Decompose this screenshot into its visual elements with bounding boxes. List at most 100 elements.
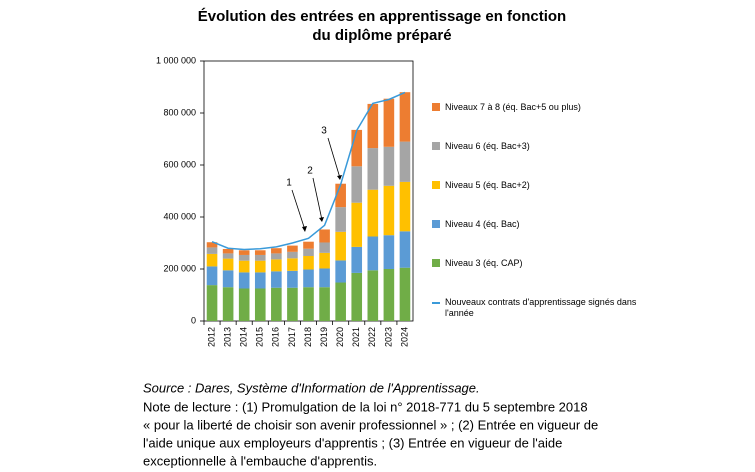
- x-tick-label: 2021: [351, 327, 361, 347]
- arrow: [327, 137, 341, 179]
- note: « pour la liberté de choisir son avenir …: [143, 417, 598, 432]
- bar-segment: [383, 269, 395, 321]
- x-tick-label: 2022: [367, 327, 377, 347]
- bar-segment: [271, 287, 282, 321]
- x-tick-label: 2023: [383, 327, 393, 347]
- bar-segment: [206, 266, 218, 286]
- bar-segment: [254, 254, 266, 261]
- x-tick-label: 2014: [239, 327, 249, 347]
- chart-title: Évolution des entrées en apprentissage e…: [198, 8, 566, 25]
- y-tick-label: 600 000: [163, 159, 196, 169]
- note: exceptionnelle à l'embauche d'apprentis.: [143, 453, 377, 468]
- x-tick-label: 2013: [222, 327, 232, 347]
- legend-swatch: [432, 103, 440, 111]
- bar-segment: [222, 287, 234, 321]
- bar-segment: [399, 141, 411, 182]
- bar-segment: [335, 282, 346, 321]
- bar-segment: [303, 269, 314, 288]
- bar-segment: [351, 202, 363, 247]
- bar-segment: [254, 260, 266, 273]
- note: l'aide unique aux employeurs d'apprentis…: [143, 435, 562, 450]
- bar-segment: [271, 271, 282, 288]
- bar-segment: [335, 231, 346, 261]
- bar-segment: [319, 287, 330, 321]
- bar-segment: [399, 231, 411, 268]
- bar-segment: [287, 258, 298, 271]
- bar-segment: [303, 241, 314, 249]
- bar-segment: [383, 235, 395, 269]
- bar-segment: [287, 251, 298, 259]
- bar-segment: [271, 248, 282, 254]
- bar-segment: [367, 103, 379, 149]
- bar-segment: [367, 148, 379, 190]
- x-tick-label: 2016: [271, 327, 281, 347]
- bar-segment: [399, 267, 411, 321]
- bar-segment: [238, 288, 250, 321]
- bar-segment: [383, 146, 395, 186]
- bar-segment: [319, 268, 330, 288]
- legend-item: Niveaux 7 à 8 (éq. Bac+5 ou plus): [432, 102, 647, 113]
- y-tick-label: 400 000: [163, 211, 196, 221]
- legend-swatch: [432, 259, 440, 267]
- bar-segment: [335, 207, 346, 232]
- bar-segment: [254, 288, 266, 321]
- bar-segment: [206, 247, 218, 254]
- bar-segment: [351, 272, 363, 321]
- note: Note de lecture : (1) Promulgation de la…: [143, 399, 588, 414]
- bar-segment: [238, 260, 250, 273]
- bar-segment: [351, 246, 363, 273]
- legend-item: Niveau 3 (éq. CAP): [432, 258, 647, 269]
- x-tick-label: 2019: [319, 327, 329, 347]
- bar-segment: [399, 92, 411, 142]
- legend-label: Nouveaux contrats d'apprentissage signés…: [445, 297, 637, 318]
- x-tick-label: 2017: [287, 327, 297, 347]
- legend-item: Niveau 5 (éq. Bac+2): [432, 180, 647, 191]
- bar-segment: [319, 252, 330, 269]
- bar-segment: [238, 250, 250, 255]
- y-tick-label: 0: [191, 315, 196, 325]
- bar-segment: [287, 245, 298, 252]
- bar-segment: [287, 270, 298, 288]
- bar-segment: [271, 259, 282, 272]
- x-tick-label: 2024: [399, 327, 409, 347]
- x-tick-label: 2018: [303, 327, 313, 347]
- source: Source : Dares, Système d'Information de…: [143, 380, 480, 395]
- bar-segment: [238, 272, 250, 289]
- bar-segment: [222, 253, 234, 259]
- y-tick-label: 800 000: [163, 107, 196, 117]
- bar-segment: [335, 260, 346, 283]
- bar-segment: [206, 242, 218, 248]
- bar-segment: [206, 285, 218, 321]
- legend-label: Niveaux 7 à 8 (éq. Bac+5 ou plus): [445, 102, 581, 112]
- bar-segment: [254, 272, 266, 289]
- bar-segment: [222, 248, 234, 254]
- arrow: [312, 177, 323, 221]
- legend-label: Niveau 6 (éq. Bac+3): [445, 141, 530, 151]
- y-tick-label: 1 000 000: [156, 55, 196, 65]
- annotation: 1: [286, 178, 292, 189]
- bar-segment: [351, 166, 363, 203]
- bar-segment: [303, 287, 314, 321]
- y-tick-label: 200 000: [163, 263, 196, 273]
- bar-segment: [222, 258, 234, 271]
- arrow: [291, 189, 306, 231]
- arrow-head: [302, 175, 342, 232]
- annotation: 3: [321, 126, 327, 137]
- bar-segment: [399, 181, 411, 232]
- bar-segment: [383, 185, 395, 236]
- legend-swatch: [432, 220, 440, 228]
- legend-item: Niveau 6 (éq. Bac+3): [432, 141, 647, 152]
- bar-segment: [335, 183, 346, 208]
- x-tick-label: 2012: [206, 327, 216, 347]
- bar-segment: [383, 98, 395, 147]
- bar-segment: [271, 253, 282, 260]
- bar-segment: [238, 254, 250, 261]
- bar-segment: [367, 270, 379, 321]
- legend-item: Niveau 4 (éq. Bac): [432, 219, 647, 230]
- legend-label: Niveau 4 (éq. Bac): [445, 219, 520, 229]
- legend-label: Niveau 5 (éq. Bac+2): [445, 180, 530, 190]
- bar-segment: [351, 129, 363, 167]
- line: [211, 91, 406, 251]
- legend-swatch: [432, 302, 440, 304]
